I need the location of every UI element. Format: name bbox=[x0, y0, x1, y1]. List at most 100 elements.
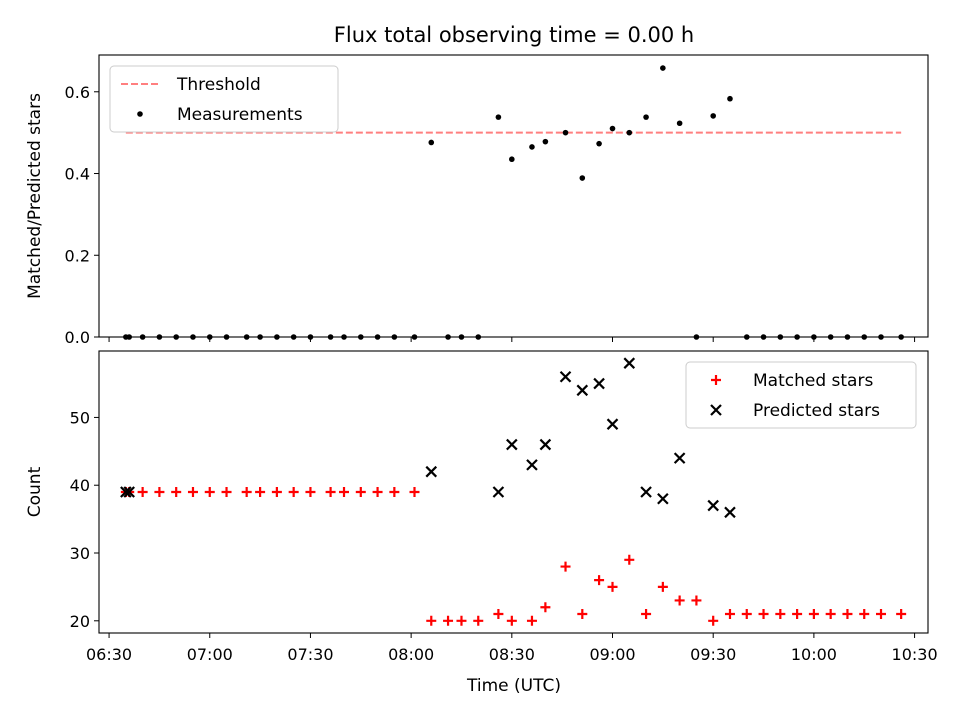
measurement-point bbox=[428, 139, 435, 146]
y-tick-label: 40 bbox=[70, 476, 90, 495]
matched-star-point bbox=[372, 487, 383, 497]
measurement-point bbox=[609, 125, 616, 132]
x-tick-label: 10:30 bbox=[892, 645, 938, 664]
x-tick-label: 09:00 bbox=[589, 645, 635, 664]
x-tick-label: 07:00 bbox=[187, 645, 233, 664]
matched-star-point bbox=[540, 602, 551, 613]
legend-label: Predicted stars bbox=[753, 401, 880, 421]
y-tick-label: 30 bbox=[70, 544, 90, 563]
matched-star-point bbox=[594, 575, 605, 586]
matched-star-point bbox=[456, 615, 467, 626]
x-tick-label: 06:30 bbox=[86, 645, 132, 664]
matched-star-point bbox=[271, 487, 282, 497]
x-tick-label: 08:00 bbox=[388, 645, 434, 664]
matched-star-point bbox=[792, 609, 803, 620]
matched-star-point bbox=[171, 487, 182, 497]
predicted-star-point bbox=[526, 459, 538, 471]
predicted-star-point bbox=[593, 377, 605, 390]
axes-frame bbox=[98, 54, 929, 338]
predicted-star-point bbox=[123, 486, 135, 498]
predicted-star-point bbox=[120, 486, 132, 498]
matched-star-point bbox=[506, 615, 517, 626]
y-tick-label: 0.2 bbox=[65, 246, 90, 265]
legend-box bbox=[109, 65, 339, 133]
matched-star-point bbox=[560, 561, 571, 572]
measurement-point bbox=[727, 95, 733, 102]
matched-star-point bbox=[859, 609, 870, 620]
legend-measurement-swatch bbox=[137, 111, 143, 117]
matched-star-point bbox=[426, 615, 437, 626]
axes-frame bbox=[98, 350, 929, 634]
matched-star-point bbox=[325, 487, 336, 497]
y-tick-label: 0.6 bbox=[65, 83, 90, 102]
matched-star-point bbox=[305, 487, 316, 497]
matched-star-point bbox=[641, 609, 652, 620]
matched-star-point bbox=[493, 609, 504, 620]
matched-star-point bbox=[691, 595, 702, 606]
predicted-star-point bbox=[559, 370, 572, 383]
matched-star-point bbox=[187, 487, 198, 497]
x-tick-label: 10:00 bbox=[791, 645, 837, 664]
predicted-star-point bbox=[623, 357, 636, 369]
matched-star-point bbox=[896, 609, 907, 620]
matched-star-point bbox=[741, 609, 752, 620]
legend: Threshold Measurements bbox=[109, 65, 339, 133]
y-tick-label: 0.4 bbox=[65, 165, 90, 184]
matched-star-point bbox=[825, 609, 836, 620]
matched-star-point bbox=[674, 595, 685, 606]
predicted-star-point bbox=[425, 465, 438, 478]
matched-star-point bbox=[657, 581, 668, 592]
measurement-point bbox=[495, 114, 502, 120]
matched-star-point bbox=[221, 487, 232, 497]
matched-star-point bbox=[758, 609, 769, 620]
matched-star-point bbox=[607, 581, 618, 592]
measurement-point bbox=[676, 120, 683, 127]
matched-star-point bbox=[154, 487, 165, 497]
predicted-star-point bbox=[707, 499, 719, 512]
matched-star-point bbox=[624, 554, 635, 565]
predicted-star-point bbox=[606, 418, 619, 430]
matched-star-point bbox=[409, 487, 420, 497]
matched-star-point bbox=[241, 487, 252, 497]
legend-matched-swatch bbox=[711, 375, 721, 385]
x-tick-label: 08:30 bbox=[489, 645, 535, 664]
top-panel: 0.0 0.2 0.4 0.6 Matched/Predicted stars Thres… bbox=[25, 54, 929, 347]
matched-star-point bbox=[775, 609, 786, 620]
measurement-point bbox=[509, 156, 515, 163]
predicted-star-point bbox=[673, 452, 686, 464]
legend-box bbox=[685, 361, 917, 429]
bottom-panel: 20 30 40 50 06:30 07:00 07:30 08:00 08:30 09:00 09… bbox=[25, 350, 938, 664]
predicted-star-point bbox=[576, 384, 589, 397]
x-axis-label: Time (UTC) bbox=[466, 676, 561, 696]
measurement-point bbox=[710, 113, 716, 119]
matched-star-point bbox=[526, 615, 537, 626]
matched-star-point bbox=[288, 487, 299, 497]
measurement-point bbox=[596, 140, 602, 147]
predicted-star-point bbox=[506, 438, 518, 451]
legend-predicted-swatch bbox=[710, 404, 722, 416]
chart-title: Flux total observing time = 0.00 h bbox=[334, 23, 694, 47]
matched-star-point bbox=[355, 487, 366, 497]
predicted-star-point bbox=[657, 493, 669, 505]
matched-star-point bbox=[339, 487, 350, 497]
matched-star-point bbox=[842, 609, 853, 620]
predicted-star-point bbox=[492, 486, 505, 498]
measurement-point bbox=[562, 129, 569, 136]
matched-star-point bbox=[473, 615, 484, 626]
x-tick-label: 09:30 bbox=[690, 645, 736, 664]
y-tick-label: 20 bbox=[70, 612, 90, 631]
matched-star-point bbox=[443, 615, 454, 626]
x-tick-label: 07:30 bbox=[287, 645, 333, 664]
measurement-point bbox=[529, 144, 535, 150]
y-tick-label: 50 bbox=[70, 408, 90, 427]
measurement-point bbox=[643, 114, 649, 120]
legend: Matched stars Predicted stars bbox=[685, 361, 917, 429]
measurement-point bbox=[626, 129, 633, 136]
y-axis-label: Matched/Predicted stars bbox=[25, 93, 45, 299]
matched-star-point bbox=[708, 615, 719, 626]
matched-star-point bbox=[876, 609, 887, 620]
predicted-star-point bbox=[539, 438, 552, 451]
matched-star-point bbox=[204, 487, 215, 497]
matched-star-point bbox=[255, 487, 266, 497]
